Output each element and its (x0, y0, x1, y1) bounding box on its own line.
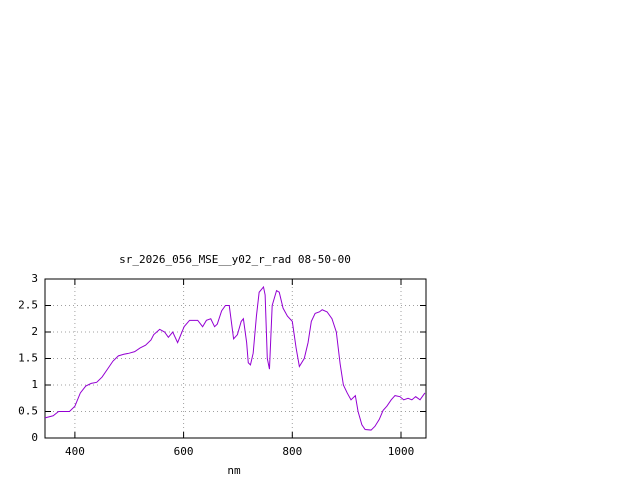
plot-border (44, 278, 427, 439)
x-tick-label: 800 (282, 445, 302, 458)
y-tick-label: 2 (31, 325, 38, 338)
y-tick-label: 3 (31, 272, 38, 285)
x-tick-label: 1000 (388, 445, 415, 458)
x-tick-label: 600 (174, 445, 194, 458)
y-tick-label: 2.5 (18, 299, 38, 312)
data-line (44, 285, 426, 431)
y-tick-label: 0.5 (18, 405, 38, 418)
x-tick-label: 400 (65, 445, 85, 458)
y-tick-label: 1 (31, 378, 38, 391)
y-tick-label: 0 (31, 431, 38, 444)
x-axis-label: nm (227, 464, 241, 477)
y-tick-label: 1.5 (18, 352, 38, 365)
chart-title: sr_2026_056_MSE__y02_r_rad 08-50-00 (119, 253, 351, 266)
